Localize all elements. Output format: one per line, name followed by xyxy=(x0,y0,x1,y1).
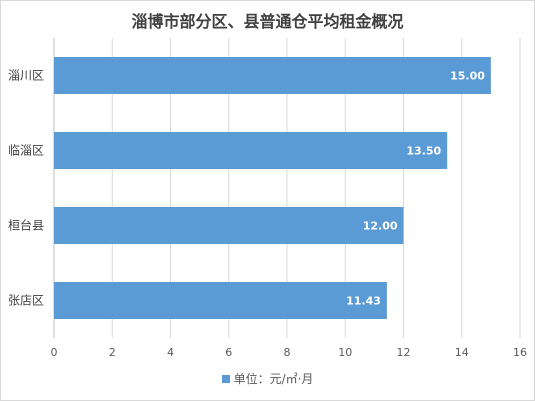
bar xyxy=(54,132,448,169)
legend: 单位：元/㎡·月 xyxy=(0,370,535,387)
x-tick-label: 4 xyxy=(167,346,174,359)
data-label: 12.00 xyxy=(363,220,398,233)
x-tick-label: 0 xyxy=(51,346,58,359)
bar xyxy=(54,282,387,319)
bar xyxy=(54,207,404,244)
chart-title: 淄博市部分区、县普通仓平均租金概况 xyxy=(131,12,404,31)
legend-swatch xyxy=(221,374,230,383)
data-label: 11.43 xyxy=(346,295,381,308)
x-tick-label: 10 xyxy=(338,346,352,359)
data-label: 15.00 xyxy=(450,70,485,83)
x-tick-label: 8 xyxy=(284,346,291,359)
x-tick-label: 6 xyxy=(225,346,232,359)
x-tick-label: 2 xyxy=(109,346,116,359)
category-label: 桓台县 xyxy=(8,218,44,233)
data-label: 13.50 xyxy=(406,145,441,158)
x-tick-label: 16 xyxy=(513,346,527,359)
category-label: 张店区 xyxy=(8,294,44,308)
category-label: 淄川区 xyxy=(8,69,44,83)
x-tick-label: 12 xyxy=(397,346,411,359)
bar xyxy=(54,57,491,94)
legend-label: 单位：元/㎡·月 xyxy=(233,372,314,386)
x-tick-label: 14 xyxy=(455,346,469,359)
category-label: 临淄区 xyxy=(8,144,44,158)
